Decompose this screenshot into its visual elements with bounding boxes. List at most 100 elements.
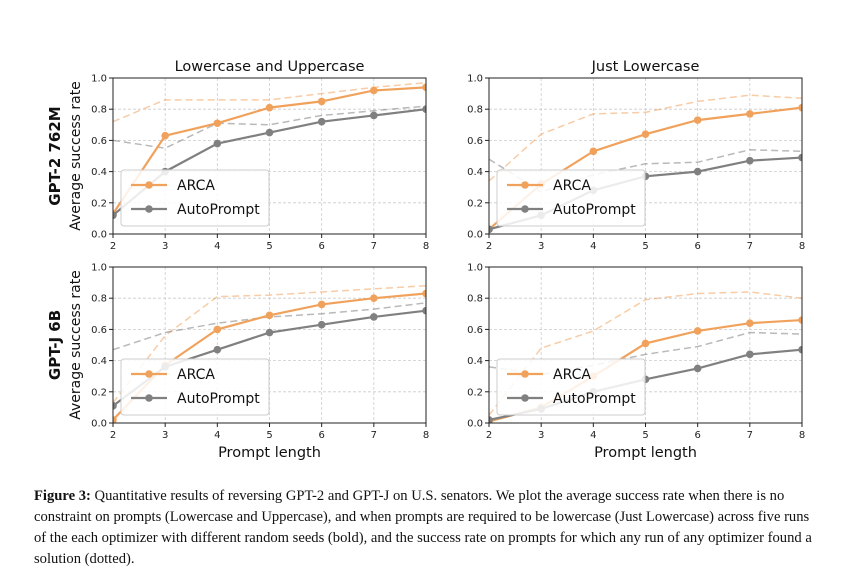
- data-point-arca: [422, 83, 426, 92]
- y-axis-label-0: Average success rate: [68, 81, 84, 231]
- data-point-arca: [113, 416, 117, 423]
- legend: ARCA AutoPrompt: [120, 358, 270, 416]
- y-tick-label: 0.0: [91, 230, 107, 241]
- legend-marker-arca: [521, 181, 529, 189]
- legend-label-autoprompt: AutoPrompt: [553, 202, 636, 218]
- y-tick-label: 0.2: [91, 198, 107, 209]
- data-point-autoprompt: [798, 153, 802, 162]
- legend-marker-autoprompt: [145, 205, 153, 213]
- data-point-arca: [798, 103, 802, 112]
- column-title-1: Just Lowercase: [591, 59, 700, 75]
- data-point-arca: [265, 311, 274, 320]
- panel-2: 0.0 0.2 0.4 0.6 0.8 1.0 2 3 4 5 6 7 8 ARCA AutoPrompt: [91, 263, 429, 442]
- x-tick-label: 5: [642, 430, 648, 441]
- y-tick-label: 0.2: [467, 387, 483, 398]
- y-tick-label: 0.4: [467, 356, 483, 367]
- x-tick-label: 6: [318, 430, 324, 441]
- data-point-arca: [589, 147, 598, 156]
- caption-label: Figure 3:: [34, 488, 91, 504]
- legend-marker-autoprompt: [521, 205, 529, 213]
- x-axis-label-0: Prompt length: [218, 445, 321, 461]
- x-tick-label: 4: [590, 241, 596, 252]
- data-point-autoprompt: [317, 117, 326, 126]
- series-line-autoprompt-dashed: [489, 331, 802, 376]
- data-point-autoprompt: [213, 345, 222, 354]
- y-tick-label: 0.6: [467, 325, 483, 336]
- row-title-0: GPT-2 762M: [46, 106, 64, 205]
- x-tick-label: 3: [538, 430, 544, 441]
- y-tick-label: 1.0: [467, 74, 483, 85]
- legend-label-arca: ARCA: [177, 178, 215, 194]
- data-point-autoprompt: [693, 364, 702, 373]
- panel-1: 0.0 0.2 0.4 0.6 0.8 1.0 2 3 4 5 6 7 8 ARCA AutoPrompt: [467, 74, 805, 253]
- data-point-autoprompt: [113, 211, 117, 220]
- data-point-autoprompt: [370, 111, 378, 120]
- x-tick-label: 3: [162, 241, 168, 252]
- y-tick-label: 0.0: [467, 419, 483, 430]
- legend-label-autoprompt: AutoPrompt: [553, 391, 636, 407]
- data-point-autoprompt: [265, 328, 274, 337]
- data-point-arca: [746, 110, 754, 118]
- legend-label-autoprompt: AutoPrompt: [177, 202, 260, 218]
- x-tick-label: 6: [694, 241, 700, 252]
- series-line-arca-dashed: [113, 284, 426, 404]
- legend-marker-arca: [521, 370, 529, 378]
- legend-marker-arca: [145, 181, 153, 189]
- data-point-autoprompt: [489, 416, 493, 423]
- x-tick-label: 7: [371, 241, 377, 252]
- data-point-arca: [213, 325, 222, 334]
- x-tick-label: 2: [486, 430, 492, 441]
- data-point-autoprompt: [422, 306, 426, 315]
- x-tick-label: 3: [162, 430, 168, 441]
- x-tick-label: 7: [747, 241, 753, 252]
- legend-marker-arca: [145, 370, 153, 378]
- y-tick-label: 0.6: [91, 136, 107, 147]
- legend-label-arca: ARCA: [177, 367, 215, 383]
- data-point-autoprompt: [746, 350, 754, 359]
- x-tick-label: 4: [590, 430, 596, 441]
- y-tick-label: 0.0: [91, 419, 107, 430]
- data-point-arca: [213, 119, 222, 128]
- x-tick-label: 8: [423, 241, 429, 252]
- legend: ARCA AutoPrompt: [120, 169, 270, 227]
- x-tick-label: 2: [486, 241, 492, 252]
- y-tick-label: 0.8: [467, 294, 483, 305]
- x-tick-label: 6: [694, 430, 700, 441]
- x-tick-label: 5: [266, 241, 272, 252]
- y-tick-label: 0.6: [91, 325, 107, 336]
- x-tick-label: 5: [266, 430, 272, 441]
- data-point-arca: [317, 300, 326, 309]
- x-axis-label-1: Prompt length: [594, 445, 697, 461]
- data-point-autoprompt: [370, 313, 378, 321]
- data-point-autoprompt: [265, 128, 274, 137]
- figure-caption: Figure 3: Quantitative results of revers…: [34, 486, 824, 570]
- x-tick-label: 8: [423, 430, 429, 441]
- panel-3: 0.0 0.2 0.4 0.6 0.8 1.0 2 3 4 5 6 7 8 ARCA AutoPrompt: [467, 263, 805, 442]
- data-point-arca: [798, 316, 802, 324]
- y-tick-label: 0.6: [467, 136, 483, 147]
- x-tick-label: 7: [371, 430, 377, 441]
- x-tick-label: 2: [110, 430, 116, 441]
- panel-0: 0.0 0.2 0.4 0.6 0.8 1.0 2 3 4 5 6 7 8 ARCA AutoPrompt: [91, 74, 429, 253]
- y-tick-label: 0.2: [467, 198, 483, 209]
- x-tick-label: 6: [318, 241, 324, 252]
- data-point-arca: [693, 327, 702, 335]
- legend-label-arca: ARCA: [553, 178, 591, 194]
- data-point-autoprompt: [746, 156, 754, 165]
- y-tick-label: 0.0: [467, 230, 483, 241]
- data-point-arca: [422, 289, 426, 298]
- y-tick-label: 1.0: [467, 263, 483, 274]
- data-point-arca: [370, 86, 378, 95]
- x-tick-label: 8: [799, 430, 805, 441]
- data-point-arca: [265, 103, 274, 112]
- y-tick-label: 0.8: [91, 105, 107, 116]
- y-tick-label: 1.0: [91, 74, 107, 85]
- data-point-autoprompt: [489, 225, 493, 234]
- x-tick-label: 4: [214, 241, 220, 252]
- data-point-autoprompt: [113, 402, 117, 410]
- y-tick-label: 0.4: [91, 356, 107, 367]
- y-tick-label: 0.8: [467, 105, 483, 116]
- legend-label-autoprompt: AutoPrompt: [177, 391, 260, 407]
- data-point-arca: [370, 294, 378, 303]
- y-axis-label-1: Average success rate: [68, 270, 84, 420]
